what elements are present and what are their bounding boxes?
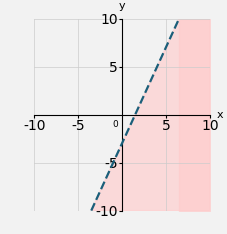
Text: y: y <box>118 1 125 11</box>
Text: x: x <box>216 110 222 120</box>
Text: 0: 0 <box>112 121 118 129</box>
